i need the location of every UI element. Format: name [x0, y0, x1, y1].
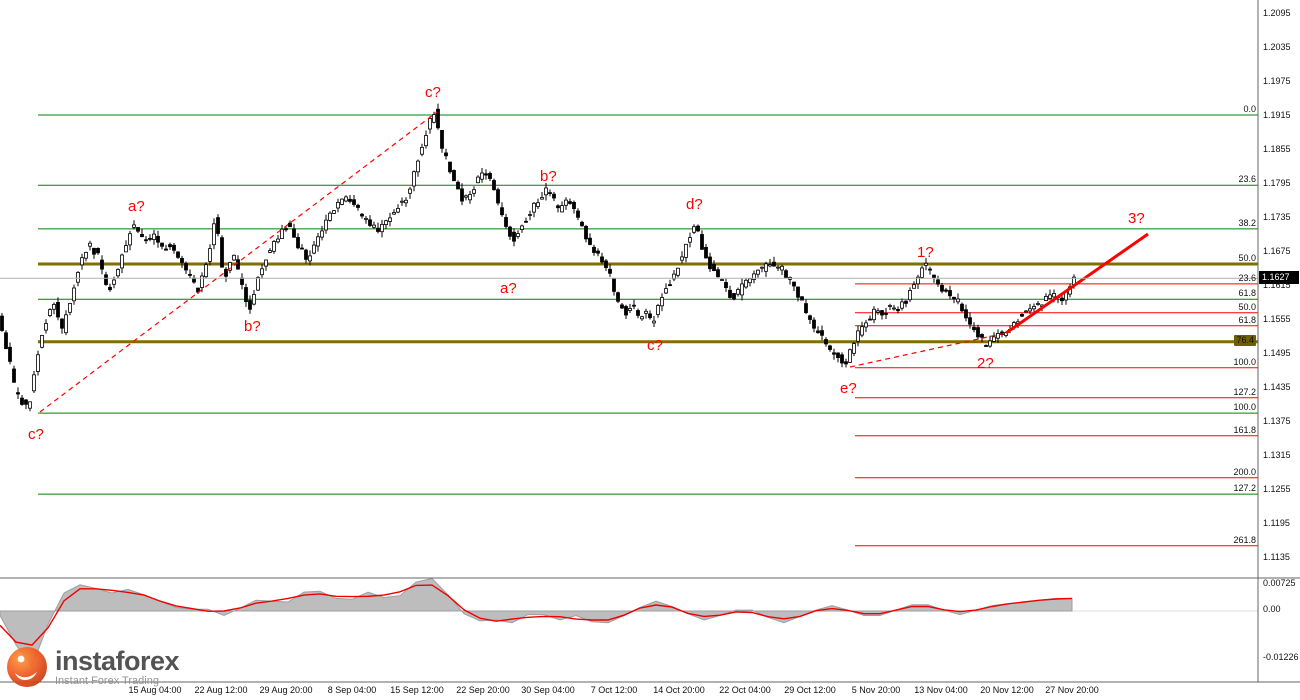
- price-axis-label: 1.1315: [1263, 450, 1291, 460]
- price-axis-label: 1.1495: [1263, 348, 1291, 358]
- oscillator-signal-line: [0, 584, 1073, 646]
- price-axis-label: 1.1555: [1263, 314, 1291, 324]
- oscillator-histogram: [0, 577, 1073, 668]
- pane-borders: [0, 0, 1300, 683]
- fib-extension-label: 50.0: [1238, 302, 1256, 312]
- fib-retracement-label: 38.2: [1238, 218, 1256, 228]
- price-axis-label: 1.1195: [1263, 518, 1290, 528]
- fib-retracement-label: 100.0: [1233, 402, 1256, 412]
- wave-label: c?: [647, 337, 663, 354]
- current-price-tag: 1.1627: [1259, 271, 1299, 284]
- price-axis-label: 1.1615: [1263, 280, 1291, 290]
- fib-retracement-label: 23.6: [1238, 174, 1256, 184]
- date-axis-label: 13 Nov 04:00: [914, 685, 968, 695]
- wave-label: c?: [425, 84, 441, 101]
- price-axis-label: 1.1255: [1263, 484, 1291, 494]
- price-axis-label: 1.1735: [1263, 212, 1291, 222]
- price-axis-label: 1.1975: [1263, 76, 1291, 86]
- date-axis-label: 15 Aug 04:00: [128, 685, 182, 695]
- fib-retracement-label: 0.0: [1243, 104, 1256, 114]
- wave-label: b?: [244, 318, 261, 335]
- date-axis-label: 22 Sep 20:00: [456, 685, 510, 695]
- price-axis-label: 1.1675: [1263, 246, 1291, 256]
- price-axis-label: 1.1855: [1263, 144, 1291, 154]
- instaforex-logo: instaforex Instant Forex Trading: [6, 645, 180, 688]
- wave-label: 3?: [1128, 210, 1145, 227]
- fib-retracement-label: 127.2: [1233, 483, 1256, 493]
- wave-label: b?: [540, 168, 557, 185]
- wave-label: 1?: [917, 244, 934, 261]
- price-axis-label: 1.1375: [1263, 416, 1291, 426]
- dashed-trendline: [39, 111, 438, 413]
- date-axis-label: 29 Oct 12:00: [784, 685, 836, 695]
- fib-extension-label: 161.8: [1233, 425, 1256, 435]
- price-axis-label: 1.1435: [1263, 382, 1291, 392]
- date-axis-label: 14 Oct 20:00: [653, 685, 705, 695]
- fib-extension-label: 76.4: [1234, 335, 1256, 346]
- fib-extension-label: 100.0: [1233, 357, 1256, 367]
- instaforex-icon: [7, 647, 47, 687]
- date-axis-label: 20 Nov 12:00: [980, 685, 1034, 695]
- wave-label: c?: [28, 426, 44, 443]
- projection-trendline: [1005, 232, 1149, 335]
- brand-name: instaforex: [55, 645, 180, 676]
- fib-retracement-label: 50.0: [1238, 253, 1256, 263]
- candle-bodies: [0, 108, 1076, 409]
- wave-label: e?: [840, 380, 857, 397]
- fib-extension-label: 261.8: [1233, 535, 1256, 545]
- oscillator-axis-label: 0.00725: [1263, 578, 1296, 588]
- date-axis-label: 5 Nov 20:00: [851, 685, 901, 695]
- date-axis-label: 7 Oct 12:00: [590, 685, 638, 695]
- date-axis-label: 8 Sep 04:00: [327, 685, 377, 695]
- fib-retracement-lines: [38, 114, 1258, 495]
- fib-extension-label: 61.8: [1238, 315, 1256, 325]
- oscillator-axis-label: 0.00: [1263, 604, 1281, 614]
- price-axis-label: 1.1135: [1263, 552, 1290, 562]
- fib-extension-label: 127.2: [1233, 387, 1256, 397]
- price-axis-label: 1.2095: [1263, 8, 1291, 18]
- brand-tagline: Instant Forex Trading: [55, 674, 159, 687]
- date-axis-label: 30 Sep 04:00: [521, 685, 575, 695]
- fib-extension-lines: [38, 283, 1258, 547]
- price-axis-label: 1.1795: [1263, 178, 1291, 188]
- fib-extension-label: 200.0: [1233, 467, 1256, 477]
- wave-label: 2?: [977, 355, 994, 372]
- wave-label: a?: [128, 198, 145, 215]
- date-axis-label: 22 Oct 04:00: [719, 685, 771, 695]
- fib-extension-label: 23.6: [1238, 273, 1256, 283]
- wave-label: d?: [686, 196, 703, 213]
- candle-wicks: [1, 103, 1075, 412]
- price-axis-label: 1.2035: [1263, 42, 1291, 52]
- date-axis-label: 15 Sep 12:00: [390, 685, 444, 695]
- wave-label: a?: [500, 280, 517, 297]
- date-axis-label: 27 Nov 20:00: [1045, 685, 1099, 695]
- price-axis-label: 1.1915: [1263, 110, 1291, 120]
- date-axis-label: 22 Aug 12:00: [194, 685, 248, 695]
- date-axis-label: 29 Aug 20:00: [259, 685, 313, 695]
- fib-retracement-label: 61.8: [1238, 288, 1256, 298]
- oscillator-axis-label: -0.01226: [1263, 652, 1299, 662]
